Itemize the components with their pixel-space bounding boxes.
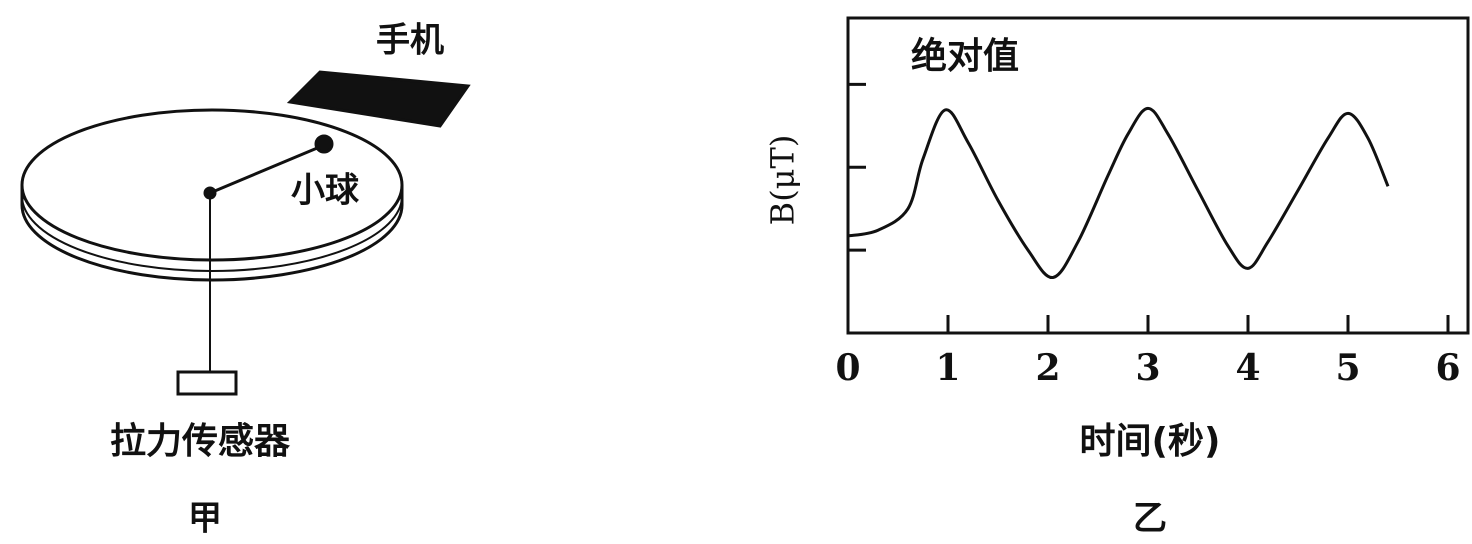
apparatus: [22, 72, 468, 394]
x-tick-label: 1: [935, 347, 960, 389]
ball: [316, 136, 332, 152]
x-tick-label: 4: [1235, 347, 1260, 389]
sensor: [178, 372, 236, 394]
x-tick-label: 3: [1135, 347, 1160, 389]
pivot: [205, 188, 215, 198]
ball-label: 小球: [291, 171, 360, 211]
page: {"diagram": {"phone_label": "手机", "ball_…: [0, 0, 1472, 544]
figure: 手机 小球 拉力传感器 甲 绝对值 B(μT) 时间(秒) 乙 0 1 2 3 4 5 6: [0, 0, 1472, 544]
phone: [290, 72, 468, 126]
x-axis-label: 时间(秒): [1080, 421, 1221, 462]
x-tick-label: 5: [1335, 347, 1360, 389]
chart-caption: 乙: [1133, 499, 1167, 539]
sensor-label: 拉力传感器: [110, 421, 291, 462]
y-axis-label: B(μT): [764, 135, 802, 226]
x-tick-label: 2: [1035, 347, 1060, 389]
x-tick-label: 6: [1435, 347, 1460, 389]
phone-label: 手机: [376, 21, 444, 61]
data-line: [848, 108, 1388, 277]
caption: 甲: [188, 499, 222, 539]
x-tick-label: 0: [835, 347, 860, 389]
annotation: 绝对值: [911, 35, 1019, 77]
